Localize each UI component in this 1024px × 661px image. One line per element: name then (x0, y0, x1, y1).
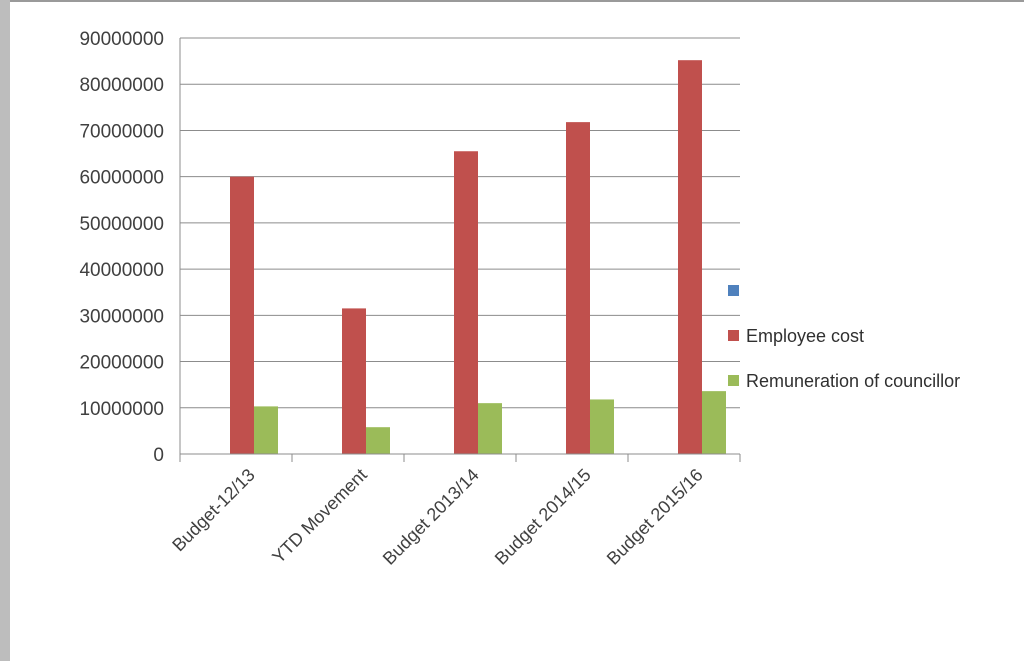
bar-remuneration-of-councillor (478, 403, 502, 454)
bar-employee-cost (678, 60, 702, 454)
x-tick-label: YTD Movement (268, 465, 371, 568)
legend: Employee cost Remuneration of councillor (728, 285, 960, 391)
bar-remuneration-of-councillor (366, 427, 390, 454)
y-tick-label: 30000000 (79, 306, 164, 327)
legend-swatch (728, 285, 739, 296)
bar-remuneration-of-councillor (590, 399, 614, 454)
x-tick-label: Budget-12/13 (168, 465, 259, 556)
y-tick-label: 10000000 (79, 399, 164, 420)
y-axis-ticks: 0 10000000 20000000 30000000 40000000 5000000… (79, 29, 164, 466)
y-tick-label: 80000000 (79, 75, 164, 96)
bar-employee-cost (230, 176, 254, 454)
bar-employee-cost (342, 308, 366, 454)
x-tick-label: Budget 2014/15 (491, 465, 595, 569)
x-tick-label: Budget 2015/16 (603, 465, 707, 569)
bars (230, 60, 726, 454)
legend-label: Employee cost (746, 326, 864, 346)
y-tick-label: 70000000 (79, 121, 164, 142)
y-tick-label: 0 (153, 445, 164, 466)
legend-swatch (728, 330, 739, 341)
y-tick-label: 60000000 (79, 168, 164, 189)
legend-label: Remuneration of councillor (746, 371, 960, 391)
bar-employee-cost (566, 122, 590, 454)
bar-remuneration-of-councillor (254, 406, 278, 454)
y-tick-label: 50000000 (79, 214, 164, 235)
bar-remuneration-of-councillor (702, 391, 726, 454)
bar-employee-cost (454, 151, 478, 454)
axes (179, 38, 741, 462)
y-tick-label: 20000000 (79, 353, 164, 374)
x-tick-label: Budget 2013/14 (379, 465, 483, 569)
x-axis-labels: Budget-12/13 YTD Movement Budget 2013/14 Bu… (168, 465, 707, 569)
legend-swatch (728, 375, 739, 386)
y-tick-label: 40000000 (79, 260, 164, 281)
y-tick-label: 90000000 (79, 29, 164, 50)
chart-frame-top (0, 0, 1024, 2)
chart-frame-left (0, 0, 10, 661)
